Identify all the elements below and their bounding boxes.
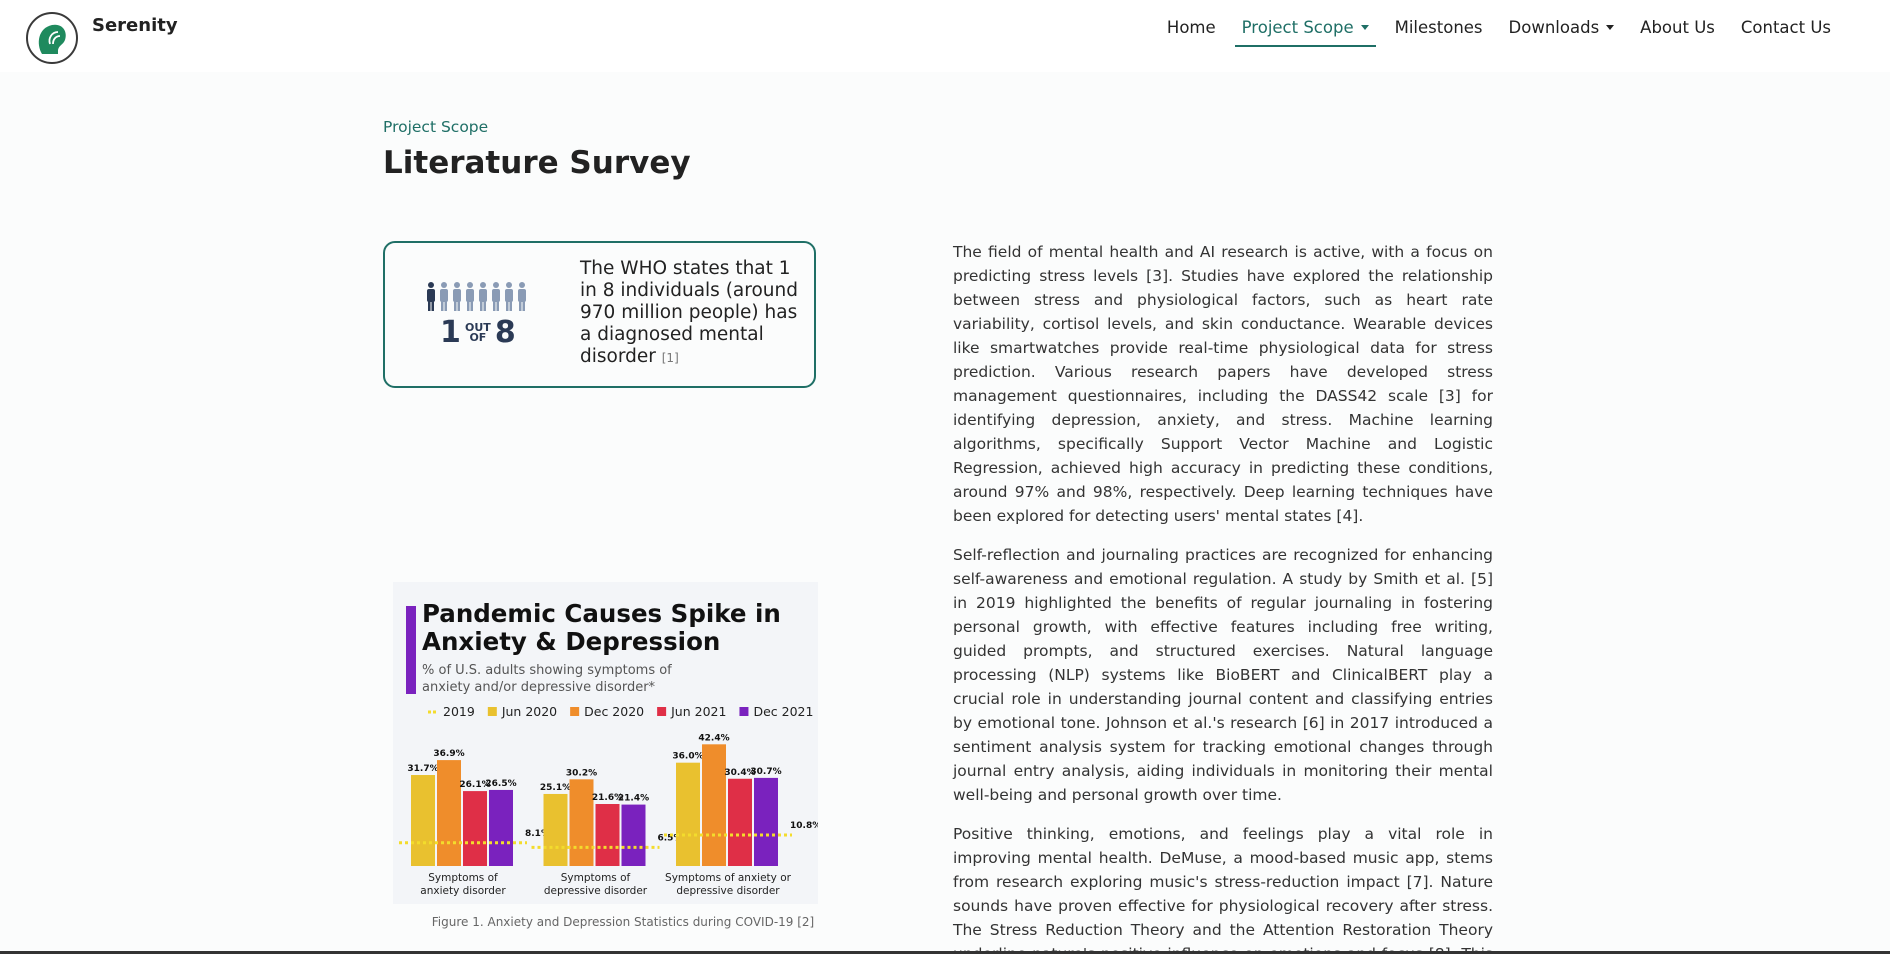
value-label: 30.4% xyxy=(724,768,755,778)
legend-label: Dec 2020 xyxy=(584,704,644,719)
stat-total: 8 xyxy=(494,315,516,350)
value-label: 36.0% xyxy=(672,752,703,762)
bar xyxy=(676,762,700,866)
paragraph: Self-reflection and journaling practices… xyxy=(953,546,1493,804)
bar xyxy=(543,793,568,866)
figure-subtitle: % of U.S. adults showing symptoms of anx… xyxy=(422,663,672,695)
value-label: 21.6% xyxy=(592,793,623,803)
stat-card: 1 OUT OF 8 The WHO states that 1 in 8 in… xyxy=(383,241,816,388)
category-label: Symptoms of depressive disorder xyxy=(543,872,648,897)
legend-label: Jun 2020 xyxy=(501,704,557,719)
nav-link[interactable]: About Us xyxy=(1640,18,1715,37)
bar xyxy=(463,791,487,866)
legend-label: 2019 xyxy=(443,704,475,719)
card-text: The WHO states that 1 in 8 individuals (… xyxy=(580,258,802,369)
value-label: 42.4% xyxy=(698,733,729,743)
stat-middle: OUT OF xyxy=(464,320,491,344)
text-column: The field of mental health and AI resear… xyxy=(953,240,1493,954)
nav-link[interactable]: Project Scope xyxy=(1234,14,1376,47)
bar xyxy=(754,777,778,866)
stat-number: 1 xyxy=(440,315,461,350)
legend-label: Jun 2021 xyxy=(670,704,726,719)
nav-menu: Home Project Scope Milestones Downloads Abou… xyxy=(1160,14,1838,47)
page-title: Literature Survey xyxy=(383,145,691,181)
figure-title: Pandemic Causes Spike in Anxiety & Depre… xyxy=(422,599,781,656)
category-label: Symptoms of anxiety or depressive disord… xyxy=(665,872,791,897)
figure-chart: 2019 Jun 2020 Dec 2020 Jun 2021 Dec 2021 31.7… xyxy=(399,606,818,866)
paragraph: The field of mental health and AI resear… xyxy=(953,243,1493,525)
nav-link[interactable]: Contact Us xyxy=(1740,18,1831,37)
bar xyxy=(569,779,594,866)
figure: 2019 Jun 2020 Dec 2020 Jun 2021 Dec 2021 31.7… xyxy=(393,582,818,904)
legend-marker xyxy=(487,707,497,716)
nav-link[interactable]: Home xyxy=(1166,18,1216,37)
bar xyxy=(489,789,513,866)
legend-marker xyxy=(657,707,667,716)
value-label: 8.1% xyxy=(525,829,550,839)
bar xyxy=(595,804,620,866)
value-label: 21.4% xyxy=(618,794,649,804)
value-label: 30.2% xyxy=(566,768,597,778)
value-label: 26.5% xyxy=(485,779,516,789)
value-label: 26.1% xyxy=(459,780,490,790)
paragraph: Positive thinking, emotions, and feeling… xyxy=(953,825,1493,954)
value-label: 31.7% xyxy=(407,764,438,774)
bar xyxy=(411,775,435,866)
value-label: 10.8% xyxy=(790,821,818,831)
value-label: 25.1% xyxy=(540,783,571,793)
accent-bar xyxy=(406,606,416,694)
bar xyxy=(728,778,752,866)
nav-link[interactable]: Downloads xyxy=(1502,14,1622,47)
citation[interactable]: [1] xyxy=(661,351,679,365)
value-label: 6.5% xyxy=(658,833,683,843)
category-label: Symptoms of anxiety disorder xyxy=(420,872,506,897)
bar xyxy=(702,744,726,866)
navbar: Serenity Home Project Scope Milestones Down… xyxy=(0,0,1890,72)
logo[interactable] xyxy=(26,12,78,64)
brand[interactable]: Serenity xyxy=(92,15,178,36)
breadcrumb: Project Scope xyxy=(383,118,489,136)
bar xyxy=(437,760,461,866)
people-icon xyxy=(427,282,526,311)
figure-caption: Figure 1. Anxiety and Depression Statist… xyxy=(431,915,815,929)
nav-link[interactable]: Milestones xyxy=(1394,18,1483,37)
bottom-rule xyxy=(0,951,1890,954)
value-label: 30.7% xyxy=(750,767,781,777)
stat: 1 OUT OF 8 xyxy=(440,315,516,350)
legend-label: Dec 2021 xyxy=(753,704,813,719)
legend-marker xyxy=(570,707,580,716)
card-body: The WHO states that 1 in 8 individuals (… xyxy=(580,258,798,367)
legend-marker xyxy=(739,707,749,716)
bar xyxy=(621,804,646,866)
value-label: 36.9% xyxy=(433,749,464,759)
